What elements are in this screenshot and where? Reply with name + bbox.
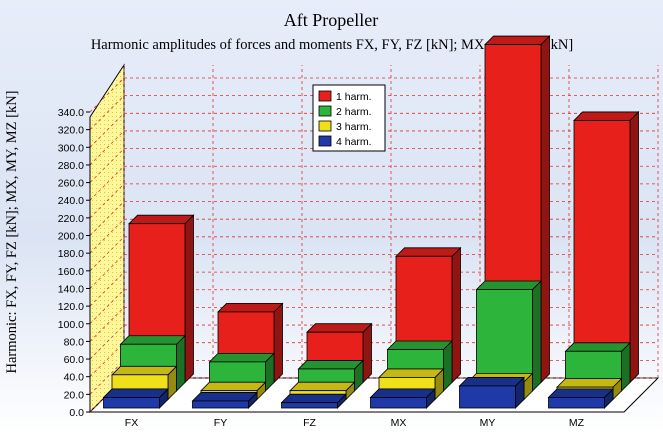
bar-fx-4-harm [102,387,169,409]
bar-fy-4-harm [191,391,258,409]
y-tick-label: 140.0 [58,283,84,295]
left-wall [89,63,125,414]
legend-swatch [318,120,332,132]
y-tick-label: 340.0 [58,107,84,119]
category-label: FY [214,417,227,429]
bar-mx-4-harm [369,387,436,409]
y-tick-label: 20.0 [64,389,85,401]
bar-my-4-harm [458,376,525,409]
grid-line-side [89,271,125,307]
y-tick-label: 220.0 [58,213,84,225]
grid-line-side [89,201,125,236]
y-tick-label: 40.0 [64,372,85,384]
y-tick-label: 300.0 [58,142,84,154]
y-axis-label: Harmonic: FX, FY, FZ [kN]; MX, MY, MZ [k… [4,90,20,373]
y-tick-label: 0.0 [69,407,84,419]
y-tick-label: 160.0 [58,266,84,278]
grid-line-side [89,360,125,395]
legend: 1 harm. 2 harm. 3 harm. 4 harm. [312,84,386,152]
grid-line-side [89,218,125,254]
grid-line-side [89,324,125,360]
y-tick-label: 180.0 [58,248,84,260]
y-tick-label: 60.0 [64,354,85,366]
grid-line-side [89,236,125,272]
legend-swatch [318,90,332,102]
grid-line-side [89,165,125,201]
legend-label: 4 harm. [336,136,372,148]
legend-label: 1 harm. [336,91,372,103]
y-tick-label: 100.0 [58,319,84,331]
chart-subtitle: Harmonic amplitudes of forces and moment… [91,37,573,53]
category-label: FX [125,417,138,429]
y-tick-label: 280.0 [58,160,84,172]
category-labels: FX FY FZ MX MY MZ [125,417,585,429]
grid [89,65,659,413]
grid-line-side [89,307,125,342]
grid-line-side [89,130,125,166]
legend-label: 2 harm. [336,106,372,118]
grid-line-side [89,95,125,130]
y-tick-label: 200.0 [58,231,84,243]
y-tick-label: 120.0 [58,301,84,313]
grid-line-side [89,113,125,148]
category-label: MX [391,417,407,429]
grid-line-side [89,148,125,183]
bar-mz-4-harm [547,387,614,409]
legend-swatch [318,135,332,147]
y-tick-label: 260.0 [58,178,84,190]
category-label: FZ [303,417,316,429]
grid-line-side [89,342,125,377]
legend-swatch [318,105,332,117]
y-tick-label: 320.0 [58,125,84,137]
bars [102,35,640,409]
y-tick-label: 80.0 [64,336,85,348]
grid-line-side [89,77,125,113]
category-label: MZ [569,417,585,429]
category-label: MY [480,417,496,429]
y-tick-label: 240.0 [58,195,84,207]
bar-mz-1-harm [573,110,640,384]
grid-line-side [89,254,125,289]
grid-line-side [89,183,125,219]
bar-fz-4-harm [280,393,347,409]
y-axis-ticks: 0.0 20.0 40.0 60.0 80.0 100.0 120.0 140.0 160.0 1… [58,107,91,419]
legend-label: 3 harm. [336,121,372,133]
chart-title: Aft Propeller [284,10,378,30]
grid-line-side [89,289,125,325]
